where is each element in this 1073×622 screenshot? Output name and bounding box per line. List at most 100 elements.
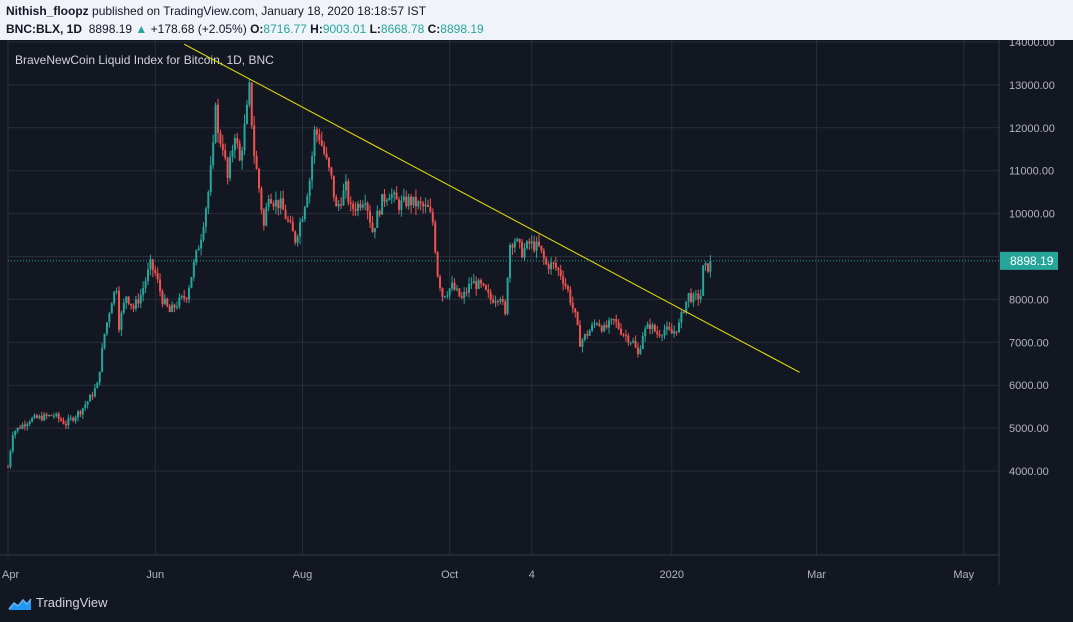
candle-body <box>359 203 362 208</box>
candle-body <box>274 199 277 207</box>
candle-body <box>296 236 299 243</box>
last-price-label: 8898.19 <box>1010 254 1054 268</box>
candle-body <box>139 295 142 304</box>
candle-body <box>530 241 533 244</box>
candle-body <box>200 239 203 249</box>
candle-body <box>207 192 210 209</box>
candle-body <box>325 153 328 158</box>
candle-body <box>226 157 229 179</box>
candle-body <box>178 297 181 307</box>
candle-body <box>441 288 444 297</box>
candle-body <box>600 326 603 332</box>
candle-body <box>192 262 195 278</box>
candle-body <box>378 210 381 215</box>
candle-body <box>656 331 659 335</box>
candle-body <box>641 336 644 349</box>
candle-body <box>260 188 263 210</box>
candle-body <box>535 241 538 251</box>
candle-body <box>64 423 67 426</box>
candle-body <box>130 303 133 306</box>
candle-body <box>477 280 480 289</box>
author-name[interactable]: Nithish_floopz <box>6 4 89 18</box>
candle-body <box>67 418 70 426</box>
candle-body <box>603 324 606 332</box>
candle-body <box>356 203 359 211</box>
candle-body <box>255 155 258 170</box>
candle-body <box>258 169 261 189</box>
price-chart[interactable]: BraveNewCoin Liquid Index for Bitcoin, 1… <box>0 0 1073 585</box>
candle-body <box>636 347 639 355</box>
candle-body <box>443 296 446 298</box>
candle-body <box>159 279 162 292</box>
candle-body <box>105 322 108 334</box>
candle-body <box>639 348 642 355</box>
candle-body <box>400 200 403 211</box>
candle-body <box>120 312 123 330</box>
candle-body <box>709 260 712 272</box>
candle-body <box>472 281 475 284</box>
candle-body <box>364 203 367 205</box>
candle-body <box>173 304 176 308</box>
candle-body <box>286 218 289 221</box>
candle-body <box>504 301 507 314</box>
candle-body <box>229 156 232 179</box>
candle-body <box>419 201 422 204</box>
symbol-label: BNC:BLX, 1D <box>6 22 83 36</box>
candle-body <box>125 296 128 303</box>
candle-body <box>57 413 60 419</box>
candle-body <box>347 181 350 203</box>
last-price-tag <box>1000 251 1058 270</box>
candle-body <box>632 340 635 343</box>
candle-body <box>214 104 217 143</box>
candle-body <box>26 423 29 427</box>
candle-body <box>108 313 111 323</box>
candle-body <box>86 401 89 405</box>
candle-body <box>248 82 251 105</box>
x-tick-label: May <box>953 569 974 581</box>
candle-body <box>299 221 302 237</box>
candle-body <box>627 335 630 343</box>
candle-body <box>72 417 75 421</box>
candle-body <box>523 248 526 258</box>
candle-body <box>513 241 516 248</box>
candle-body <box>55 413 58 416</box>
candle-body <box>673 331 676 334</box>
candle-body <box>98 371 101 383</box>
candle-body <box>282 198 285 210</box>
x-tick-label: Jun <box>146 569 164 581</box>
candle-body <box>622 334 625 336</box>
candle-body <box>180 295 183 298</box>
candle-body <box>525 241 528 249</box>
footer: TradingView <box>0 585 1073 622</box>
candle-body <box>233 138 236 151</box>
candle-body <box>588 330 591 336</box>
candle-body <box>318 134 321 141</box>
candle-body <box>615 319 618 323</box>
x-tick-label: Mar <box>807 569 826 581</box>
chart-area[interactable]: BraveNewCoin Liquid Index for Bitcoin, 1… <box>0 0 1073 585</box>
tradingview-brand[interactable]: TradingView <box>8 595 108 611</box>
candle-body <box>267 199 270 208</box>
y-tick-label: 5000.00 <box>1009 423 1049 435</box>
candle-body <box>624 335 627 337</box>
candle-body <box>685 301 688 313</box>
candle-body <box>175 306 178 308</box>
candle-body <box>545 258 548 265</box>
candle-body <box>646 324 649 329</box>
candle-body <box>699 295 702 300</box>
candle-body <box>677 322 680 333</box>
candle-body <box>91 395 94 397</box>
candle-body <box>496 301 499 303</box>
candle-body <box>448 288 451 296</box>
candle-body <box>236 138 239 144</box>
chart-header: Nithish_floopz published on TradingView.… <box>0 0 1073 40</box>
candle-body <box>398 199 401 211</box>
candle-body <box>369 211 372 223</box>
candle-body <box>301 219 304 222</box>
x-tick-label: Apr <box>2 569 19 581</box>
candle-body <box>163 298 166 305</box>
candle-body <box>694 293 697 295</box>
candle-body <box>629 342 632 344</box>
candle-body <box>634 340 637 348</box>
candle-body <box>137 299 140 304</box>
